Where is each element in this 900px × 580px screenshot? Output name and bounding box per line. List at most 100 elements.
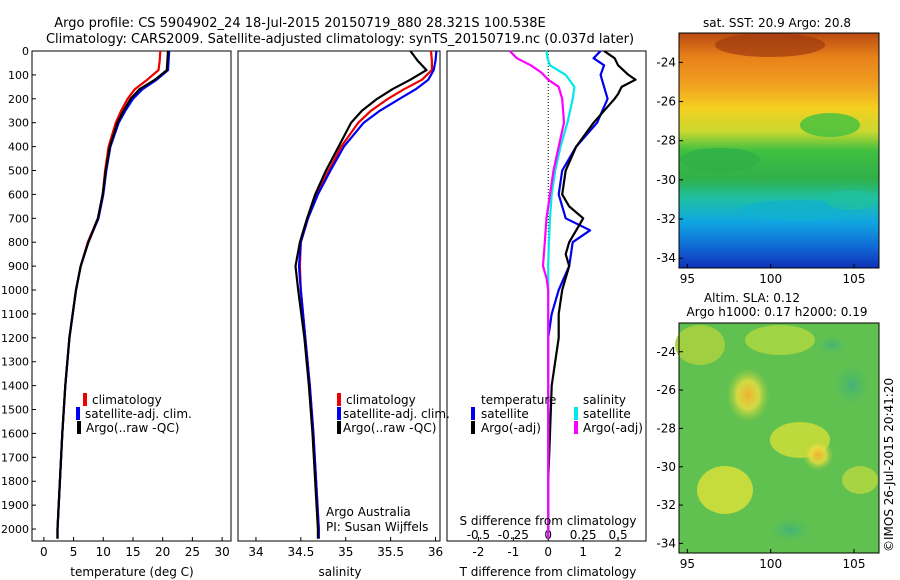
salinity-x-ticks: 34 34.5 35 35.5 36 [248,537,443,559]
x-tick-label: 30 [214,545,229,559]
x-tick-label: 25 [185,545,200,559]
imos-stamp: ©IMOS 26-Jul-2015 20:41:20 [882,378,896,552]
lat-tick-label: -28 [656,134,676,148]
x-tick-label: 10 [96,545,111,559]
lat-tick-label: -26 [656,383,676,397]
depth-tick-label: 800 [8,236,29,249]
lat-tick-label: -28 [656,421,676,435]
difference-panel: -2 -1 0 1 2-0.5 -0.25 0 0.25 0.5 S difference fr… [446,50,647,579]
series-line-satellite-adj-clim [297,50,438,539]
lat-tick-label: -24 [656,55,676,69]
sla-high-anomaly [802,439,834,471]
lat-tick-label: -34 [656,536,676,550]
sst-green-patch [680,148,760,172]
sla-low-anomaly [834,363,870,407]
sla-patch [842,466,878,494]
x-tick-label: 35.5 [377,545,404,559]
lon-tick-label: 100 [759,272,782,286]
depth-tick-label: 700 [8,212,29,225]
lat-tick-label: -30 [656,460,676,474]
sst-map-ticks: 95 100 105 -24 -26 -28 -30 -32 -34 [656,55,865,286]
lon-tick-label: 100 [759,557,782,571]
series-line-temperature-satellite [547,50,609,539]
sst-cyan-patch [825,190,875,210]
depth-tick-label: 1800 [1,475,29,488]
legend-label-climatology: climatology [346,393,416,407]
sst-map-title: sat. SST: 20.9 Argo: 20.8 [703,16,851,30]
x-tick-label: -1 [507,545,519,559]
depth-tick-label: 1000 [1,284,29,297]
legend-label-t-satellite: satellite [481,407,529,421]
depth-tick-label: 2000 [1,523,29,536]
lon-tick-label: 95 [680,557,695,571]
x-tick-label: -2 [472,545,484,559]
x-tick-label: 34.5 [287,545,314,559]
depth-tick-label: 0 [22,45,29,58]
sla-texture [675,325,878,542]
sla-low-anomaly [768,518,812,542]
lat-tick-label: -34 [656,251,676,265]
x-tick-label: 0 [40,545,48,559]
sst-green-patch [800,113,860,137]
difference-profile-lines [509,50,637,539]
s-difference-title: S difference from climatology [460,514,637,528]
sla-map-frame [678,322,880,554]
lat-tick-label: -30 [656,173,676,187]
salinity-legend: climatology satellite-adj. clim. Argo(..… [337,393,450,435]
depth-tick-label: 1600 [1,427,29,440]
x-tick-label: 1 [579,545,587,559]
sla-patch [675,325,725,365]
sst-texture [680,33,875,220]
sla-patch [745,325,815,355]
legend-group-temperature: temperature [481,393,556,407]
lon-tick-label: 105 [843,272,866,286]
depth-tick-label: 1400 [1,380,29,393]
temperature-legend: climatology satellite-adj. clim. Argo(..… [76,393,192,435]
legend-swatch-climatology [337,393,341,406]
sst-warm-core [715,33,825,57]
legend-label-s-satellite: satellite [583,407,631,421]
temperature-profile-lines [56,50,171,539]
depth-axis: 0 100 200 300 400 500 600 700 800 900 1000 1100 1200… [1,45,36,536]
legend-label-argo: Argo(..raw -QC) [343,421,436,435]
lat-tick-label: -32 [656,212,676,226]
depth-tick-label: 200 [8,93,29,106]
difference-plot-frame [446,50,647,542]
pi-label: PI: Susan Wijffels [326,520,428,534]
sla-map-subtitle: Argo h1000: 0.17 h2000: 0.19 [687,305,868,319]
temperature-x-label: temperature (deg C) [70,565,193,579]
legend-label-climatology: climatology [92,393,162,407]
difference-legend: temperature salinity satellite Argo(-adj… [471,393,643,435]
lat-tick-label: -32 [656,498,676,512]
legend-label-satellite: satellite-adj. clim. [85,407,192,421]
sla-low-anomaly [818,335,846,355]
legend-label-argo: Argo(..raw -QC) [86,421,179,435]
depth-tick-label: 1200 [1,332,29,345]
depth-tick-label: 500 [8,165,29,178]
legend-group-salinity: salinity [583,393,626,407]
series-line-climatology [298,50,433,539]
legend-label-satellite: satellite-adj. clim. [343,407,450,421]
header-line-1: Argo profile: CS 5904902_24 18-Jul-2015 … [54,16,545,31]
x-tick-label: 20 [155,545,170,559]
t-difference-x-label: T difference from climatology [459,565,637,579]
sla-map: Altim. SLA: 0.12 Argo h1000: 0.17 h2000:… [656,291,880,571]
temperature-panel: 0 5 10 15 20 25 30 temperature (deg C) climato… [31,50,232,579]
lat-tick-label: -24 [656,345,676,359]
salinity-plot-frame [237,50,441,542]
s-tick-label: -0.5 [467,528,490,542]
legend-label-t-argo: Argo(-adj) [481,421,541,435]
depth-tick-label: 300 [8,117,29,130]
s-tick-label: 0.25 [570,528,597,542]
x-tick-label: 5 [70,545,78,559]
x-tick-label: 36 [428,545,443,559]
legend-swatch-s-satellite [574,407,578,420]
temperature-plot-frame [31,50,232,542]
legend-swatch-argo [337,421,341,434]
header-line-2: Climatology: CARS2009. Satellite-adjuste… [46,32,634,47]
sla-high-anomaly [726,367,770,423]
sst-map-frame [678,32,880,269]
depth-tick-label: 1500 [1,404,29,417]
x-tick-label: 2 [614,545,622,559]
